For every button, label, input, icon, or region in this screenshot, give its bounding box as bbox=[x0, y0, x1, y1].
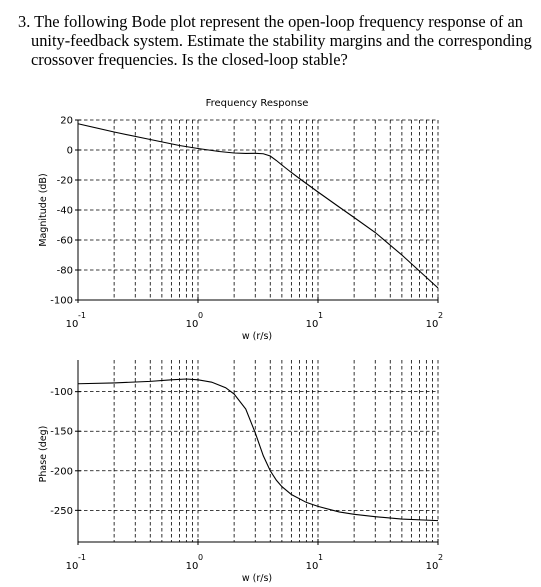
x-tick-label: 10 bbox=[186, 561, 199, 572]
chart-title: Frequency Response bbox=[206, 98, 309, 109]
phase-ylabel: Phase (deg) bbox=[38, 426, 49, 483]
y-tick-label: -100 bbox=[50, 387, 73, 398]
y-tick-label: -40 bbox=[57, 206, 73, 217]
x-tick-exponent: 1 bbox=[318, 311, 323, 320]
y-tick-label: -100 bbox=[50, 296, 73, 307]
magnitude-ylabel: Magnitude (dB) bbox=[38, 173, 49, 246]
x-tick-label: 10 bbox=[66, 561, 79, 572]
y-tick-label: -200 bbox=[50, 466, 73, 477]
y-tick-label: -20 bbox=[57, 176, 73, 187]
x-tick-label: 10 bbox=[426, 561, 439, 572]
y-tick-label: 20 bbox=[60, 116, 73, 127]
y-tick-label: -80 bbox=[57, 266, 73, 277]
x-tick-label: 10 bbox=[306, 319, 319, 330]
x-tick-exponent: -1 bbox=[78, 311, 86, 320]
question-text: 3. The following Bode plot represent the… bbox=[18, 12, 532, 69]
x-tick-exponent: 0 bbox=[198, 311, 203, 320]
magnitude-xlabel: w (r/s) bbox=[242, 331, 272, 342]
magnitude-curve bbox=[77, 123, 439, 289]
x-tick-label: 10 bbox=[66, 319, 79, 330]
x-tick-exponent: -1 bbox=[78, 553, 86, 562]
y-tick-label: 0 bbox=[67, 146, 73, 157]
y-tick-label: -250 bbox=[50, 506, 73, 517]
x-tick-exponent: 0 bbox=[198, 553, 203, 562]
phase-curve bbox=[77, 378, 439, 522]
x-tick-exponent: 2 bbox=[438, 311, 443, 320]
x-tick-label: 10 bbox=[186, 319, 199, 330]
phase-xlabel: w (r/s) bbox=[242, 573, 272, 584]
x-tick-exponent: 2 bbox=[438, 553, 443, 562]
x-tick-label: 10 bbox=[306, 561, 319, 572]
x-tick-label: 10 bbox=[426, 319, 439, 330]
y-tick-label: -150 bbox=[50, 427, 73, 438]
y-tick-label: -60 bbox=[57, 236, 73, 247]
x-tick-exponent: 1 bbox=[318, 553, 323, 562]
